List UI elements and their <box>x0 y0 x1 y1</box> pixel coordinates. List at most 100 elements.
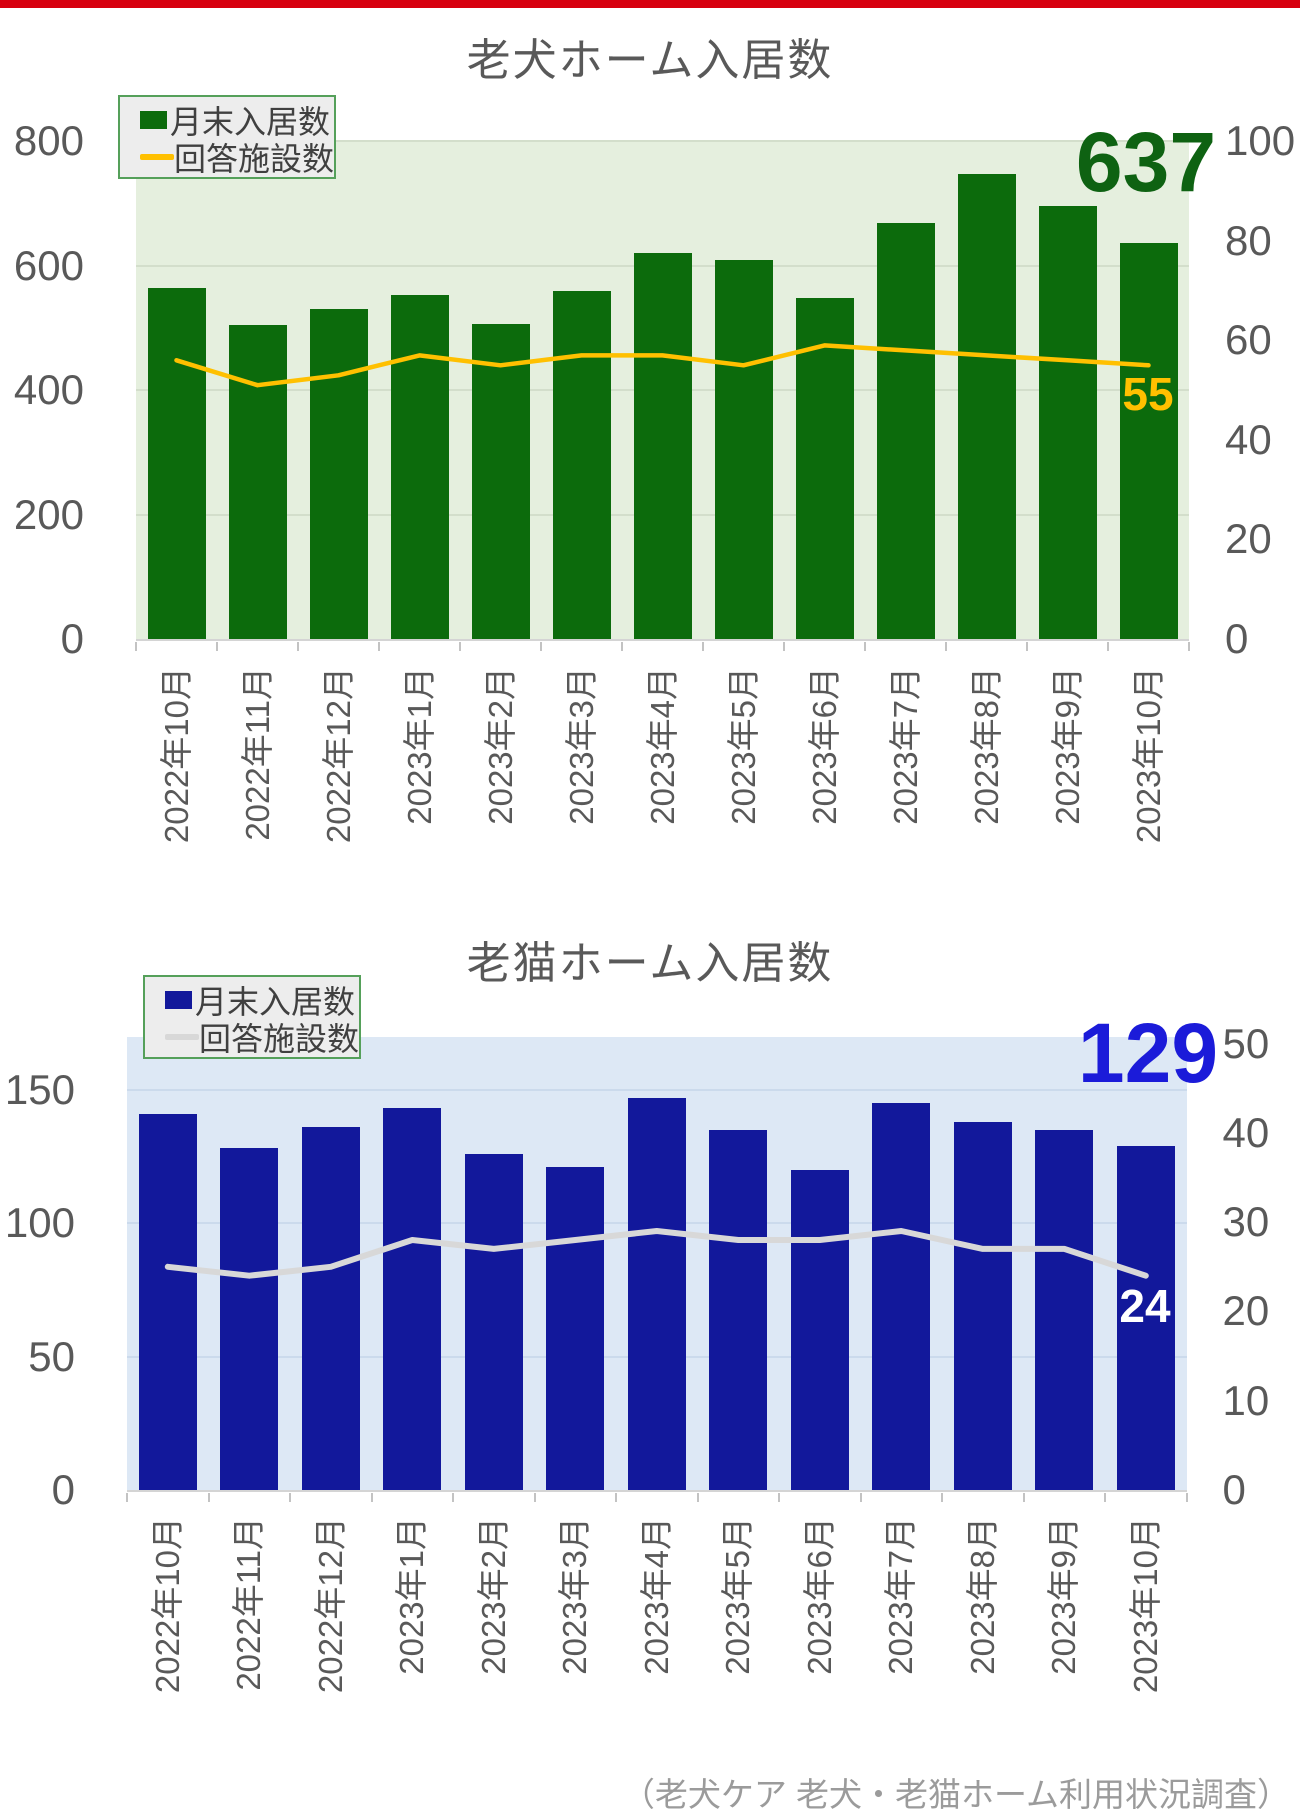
cat-right-axis-tick: 40 <box>1222 1108 1270 1156</box>
dog-x-axis-tick <box>378 642 380 651</box>
dog-bar-2023年8月 <box>957 173 1016 639</box>
dog-bar-2023年3月 <box>552 290 611 639</box>
cat-x-axis-tick <box>778 1493 780 1502</box>
cat-latest-line-value: 24 <box>1119 1280 1171 1332</box>
dog-x-axis-tick <box>1107 642 1109 651</box>
dog-latest-bar-value: 637 <box>1075 115 1217 209</box>
dog-x-axis-tick <box>297 642 299 651</box>
cat-left-axis-tick: 50 <box>28 1332 75 1380</box>
cat-bar-2023年3月 <box>546 1166 605 1490</box>
dog-right-axis-tick: 20 <box>1225 515 1272 563</box>
cat-chart-title: 老猫ホーム入居数 <box>466 939 834 988</box>
cat-right-axis-tick: 30 <box>1222 1198 1270 1246</box>
dog-bar-series-label: 月末入居数 <box>170 103 331 140</box>
dog-x-axis-tick <box>216 642 218 651</box>
dog-right-axis-tick: 40 <box>1225 415 1272 463</box>
dog-left-axis-tick: 0 <box>60 615 84 662</box>
dog-x-axis-tick <box>1026 642 1028 651</box>
dog-bar-2023年5月 <box>714 260 773 639</box>
cat-x-axis-tick <box>126 1493 128 1502</box>
cat-x-axis-tick <box>696 1493 699 1502</box>
dog-line-series <box>174 343 1151 388</box>
cat-bar-series-swatch-icon <box>165 990 192 1009</box>
dog-chart-title: 老犬ホーム入居数 <box>466 36 834 85</box>
dog-right-axis-tick: 60 <box>1225 316 1272 364</box>
cat-left-axis-tick: 100 <box>4 1199 75 1246</box>
cat-x-axis-tick <box>1104 1493 1106 1502</box>
cat-x-axis-tick <box>1022 1493 1025 1502</box>
cat-bar-2023年9月 <box>1035 1129 1094 1490</box>
cat-right-axis-tick: 50 <box>1222 1019 1270 1067</box>
dog-x-axis-line <box>136 639 1189 641</box>
legend-row: 月末入居数 <box>140 101 334 140</box>
cat-gridline <box>127 1088 1187 1091</box>
cat-chart-legend: 月末入居数 回答施設数 <box>143 975 361 1059</box>
dog-line-series-swatch-icon <box>140 153 174 160</box>
cat-line-series-label: 回答施設数 <box>198 1020 359 1057</box>
cat-bar-2023年2月 <box>464 1153 523 1490</box>
dog-bar-2023年1月 <box>390 295 449 639</box>
dog-x-axis-tick <box>621 642 623 651</box>
cat-left-axis-tick: 0 <box>51 1466 75 1513</box>
dog-left-axis-tick: 400 <box>13 366 84 414</box>
dog-x-axis-tick <box>459 642 461 651</box>
cat-right-axis-tick: 20 <box>1222 1287 1270 1335</box>
cat-line-series <box>164 1228 1149 1279</box>
dog-bar-2023年2月 <box>471 324 530 639</box>
cat-right-axis-tick: 0 <box>1222 1466 1246 1513</box>
dog-bar-2022年12月 <box>309 309 368 639</box>
dog-chart-legend: 月末入居数 回答施設数 <box>118 95 336 179</box>
dog-bar-2023年6月 <box>795 297 854 639</box>
cat-latest-bar-value: 129 <box>1077 1006 1219 1100</box>
dog-x-axis-tick <box>864 642 866 651</box>
cat-bar-2022年11月 <box>220 1148 279 1490</box>
cat-x-axis-tick <box>859 1493 862 1502</box>
dog-x-axis-tick <box>783 642 785 651</box>
dog-right-axis-tick: 80 <box>1225 216 1272 264</box>
cat-x-axis-tick <box>1185 1493 1188 1502</box>
dog-x-axis-tick <box>540 642 542 651</box>
dog-left-axis-tick: 200 <box>13 490 84 538</box>
cat-x-axis-tick <box>615 1493 617 1502</box>
legend-row: 回答施設数 <box>165 1018 359 1057</box>
dog-x-axis-tick <box>945 642 947 651</box>
cat-bar-series-label: 月末入居数 <box>195 983 356 1020</box>
source-note: （老犬ケア 老犬・老猫ホーム利用状況調査） <box>621 1776 1290 1813</box>
dog-bar-2023年4月 <box>633 253 692 639</box>
dog-x-axis-tick <box>1188 642 1190 651</box>
cat-bar-2023年4月 <box>627 1097 686 1490</box>
cat-bar-2022年12月 <box>301 1126 360 1490</box>
dog-left-axis-tick: 800 <box>13 117 84 165</box>
dog-right-axis-tick: 100 <box>1225 117 1296 165</box>
cat-bar-2023年8月 <box>953 1121 1012 1490</box>
cat-bar-2023年5月 <box>709 1129 768 1490</box>
cat-bar-2023年6月 <box>790 1169 849 1490</box>
cat-x-axis-tick <box>289 1493 291 1502</box>
cat-x-axis-tick <box>452 1493 454 1502</box>
cat-x-axis-tick <box>533 1493 536 1502</box>
dog-bar-2023年10月 <box>1119 242 1178 639</box>
dog-x-axis-tick <box>135 642 137 651</box>
dog-left-axis-tick: 600 <box>13 241 84 289</box>
legend-row: 回答施設数 <box>140 138 334 177</box>
dog-bar-2022年10月 <box>147 287 206 639</box>
dog-bar-2023年7月 <box>876 222 935 639</box>
dog-right-axis-tick: 0 <box>1225 615 1249 662</box>
dog-bar-series-swatch-icon <box>140 110 167 129</box>
cat-x-axis-tick <box>370 1493 373 1502</box>
cat-bar-2023年1月 <box>383 1108 442 1490</box>
dog-line-series-label: 回答施設数 <box>173 140 334 177</box>
cat-left-axis-tick: 150 <box>4 1065 75 1113</box>
cat-bar-2022年10月 <box>138 1113 197 1490</box>
dog-latest-line-value: 55 <box>1122 368 1174 420</box>
cat-right-axis-tick: 10 <box>1222 1376 1270 1424</box>
cat-bar-2023年10月 <box>1116 1145 1175 1490</box>
cat-x-axis-line <box>127 1490 1187 1492</box>
legend-row: 月末入居数 <box>165 981 359 1020</box>
cat-line-series-swatch-icon <box>165 1033 199 1040</box>
cat-bar-2023年7月 <box>872 1102 931 1490</box>
cat-x-axis-tick <box>941 1493 943 1502</box>
page-top-red-strip <box>0 0 1300 8</box>
